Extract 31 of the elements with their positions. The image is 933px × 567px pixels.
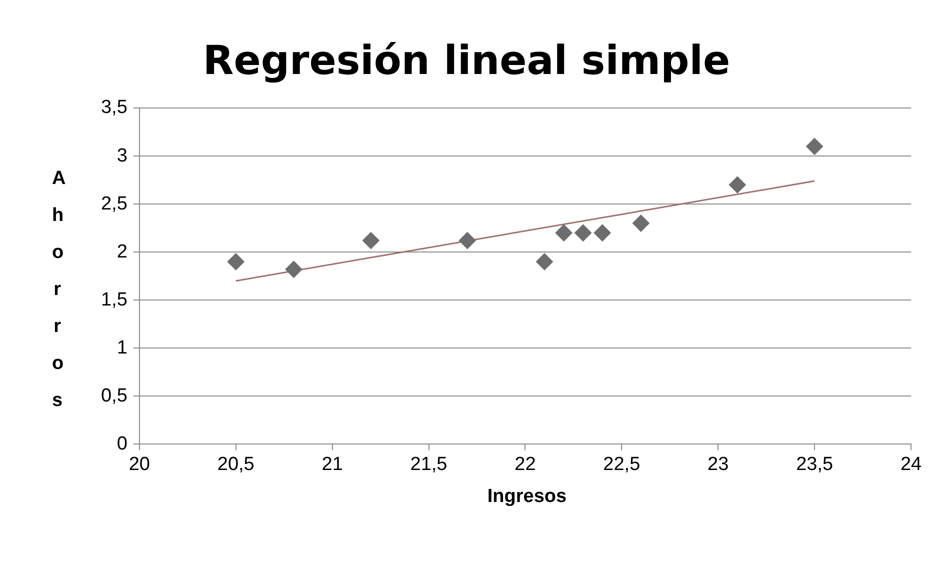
x-tick-label: 24 xyxy=(900,454,922,475)
y-tick-label: 1 xyxy=(116,337,128,358)
x-tick-label: 20 xyxy=(128,454,150,475)
y-tick-label: 2 xyxy=(116,241,128,262)
x-tick-label: 20,5 xyxy=(217,454,254,475)
y-tick-label: 0,5 xyxy=(100,385,128,406)
chart-title: Regresión lineal simple xyxy=(202,38,732,84)
point xyxy=(594,224,611,242)
point xyxy=(806,138,824,155)
y-tick-label: 1,5 xyxy=(100,289,128,310)
x-tick-label: 23,5 xyxy=(796,454,834,475)
point xyxy=(458,232,476,250)
y-tick-label: 3,5 xyxy=(100,97,128,118)
y-tick-label: 3 xyxy=(116,145,128,166)
point xyxy=(362,232,380,250)
x-axis-title: Ingresos xyxy=(486,486,568,508)
point xyxy=(728,176,746,194)
x-tick-label: 22 xyxy=(514,454,536,475)
point xyxy=(632,214,650,232)
point xyxy=(285,260,302,278)
point xyxy=(574,224,592,242)
y-axis-title: Ahorros xyxy=(52,167,66,413)
point xyxy=(555,224,572,242)
x-tick-label: 21,5 xyxy=(410,454,448,475)
x-tick-label: 21 xyxy=(322,454,343,475)
point xyxy=(227,253,244,270)
y-tick-label: 0 xyxy=(116,433,128,454)
x-tick-label: 22,5 xyxy=(603,454,640,475)
point xyxy=(536,253,553,270)
x-tick-label: 23 xyxy=(708,454,729,475)
y-tick-label: 2,5 xyxy=(100,193,128,214)
